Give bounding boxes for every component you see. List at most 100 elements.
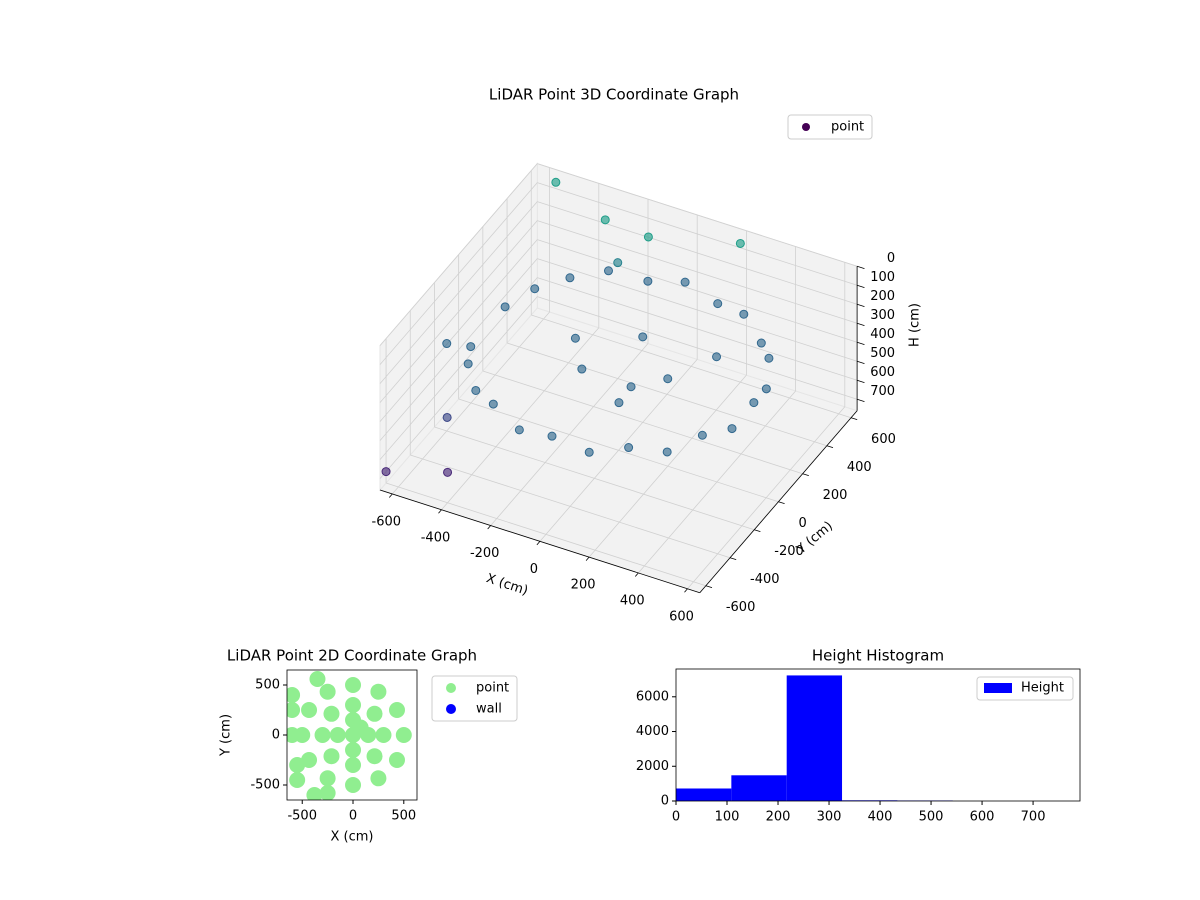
point [749, 398, 759, 408]
legend-box [787, 114, 873, 140]
z-tick-label: 0 [887, 251, 895, 266]
z-axis-label: H (cm) [908, 303, 923, 347]
tick-mark [856, 398, 865, 403]
point [600, 215, 610, 225]
point [345, 697, 362, 713]
chart-title: LiDAR Point 3D Coordinate Graph [489, 86, 739, 104]
point [370, 683, 387, 700]
point [662, 447, 672, 457]
point [345, 742, 362, 758]
point [547, 431, 557, 441]
grid-line [482, 370, 803, 475]
grid-line [537, 277, 858, 381]
point [603, 266, 613, 276]
legend-patch [984, 683, 1012, 693]
point [761, 384, 771, 394]
point [287, 702, 301, 718]
tick-mark [754, 529, 761, 533]
point [366, 705, 383, 722]
tick-mark [856, 341, 865, 346]
x-tick-label: 0 [672, 810, 680, 825]
point [680, 277, 690, 287]
grid-line [379, 201, 538, 384]
point [388, 702, 405, 718]
legend-marker [802, 123, 810, 131]
grid-line [531, 314, 852, 419]
tick-mark [705, 585, 713, 589]
z-tick-label: 100 [870, 270, 895, 285]
tick-mark [802, 473, 809, 477]
point [570, 333, 580, 343]
tick-mark [684, 588, 688, 593]
point [314, 727, 331, 743]
point [442, 339, 452, 349]
x-tick-label: 0 [530, 562, 538, 577]
grid-line [537, 182, 858, 286]
grid-line [537, 163, 858, 267]
x-tick-label: 300 [817, 810, 842, 825]
tick-mark [634, 572, 639, 577]
point [289, 757, 306, 773]
x-tick-label: 0 [349, 809, 357, 824]
z-tick-label: 200 [870, 289, 895, 304]
point [471, 385, 481, 395]
x-tick-label: 400 [620, 593, 645, 608]
point [643, 232, 653, 242]
point [626, 382, 636, 392]
axis-line [699, 410, 858, 593]
y-tick-label: -500 [250, 778, 280, 793]
x-tick-label: -500 [287, 809, 317, 824]
y-tick-label: 6000 [636, 689, 669, 704]
y-tick-label: 4000 [636, 724, 669, 739]
point [614, 398, 624, 408]
point [624, 443, 634, 453]
point [345, 777, 362, 793]
x-axis-label: X (cm) [331, 830, 374, 845]
x-tick-label: 200 [766, 810, 791, 825]
point [442, 412, 452, 422]
x-tick-label: 100 [715, 810, 740, 825]
point [739, 309, 749, 319]
tick-mark [856, 303, 865, 308]
tick-mark [438, 509, 442, 514]
y-axis-label: Y (cm) [219, 714, 234, 757]
grid-line [434, 426, 755, 531]
x-tick-label: 600 [970, 810, 995, 825]
point [735, 238, 745, 248]
legend-label: point [831, 120, 864, 135]
chart-title: Height Histogram [812, 647, 944, 665]
y-tick-label: 0 [798, 516, 806, 531]
tick-mark [856, 379, 865, 384]
y-tick-label: -200 [774, 544, 804, 559]
point [613, 258, 623, 268]
point [530, 284, 540, 294]
point [727, 424, 737, 434]
axes-frame [675, 668, 1081, 802]
point [381, 467, 391, 477]
point [488, 399, 498, 409]
tick-mark [729, 557, 737, 561]
grid-line [379, 182, 538, 365]
point [577, 364, 587, 374]
z-tick-label: 700 [870, 384, 895, 399]
y-tick-label: -600 [726, 600, 756, 615]
z-tick-label: 500 [870, 346, 895, 361]
y-tick-label: 200 [823, 488, 848, 503]
z-tick-label: 300 [870, 308, 895, 323]
grid-line [537, 220, 858, 324]
point [388, 752, 405, 768]
point [323, 705, 340, 722]
x-tick-label: 500 [919, 810, 944, 825]
point [584, 447, 594, 457]
point [309, 671, 326, 687]
point [287, 727, 301, 743]
tick-mark [536, 541, 541, 546]
y-tick-label: 0 [661, 794, 669, 809]
point [345, 727, 362, 743]
point [764, 353, 774, 363]
x-tick-label: 400 [868, 810, 893, 825]
point [319, 785, 336, 800]
axis-line [379, 489, 700, 594]
z-tick-label: 400 [870, 327, 895, 342]
